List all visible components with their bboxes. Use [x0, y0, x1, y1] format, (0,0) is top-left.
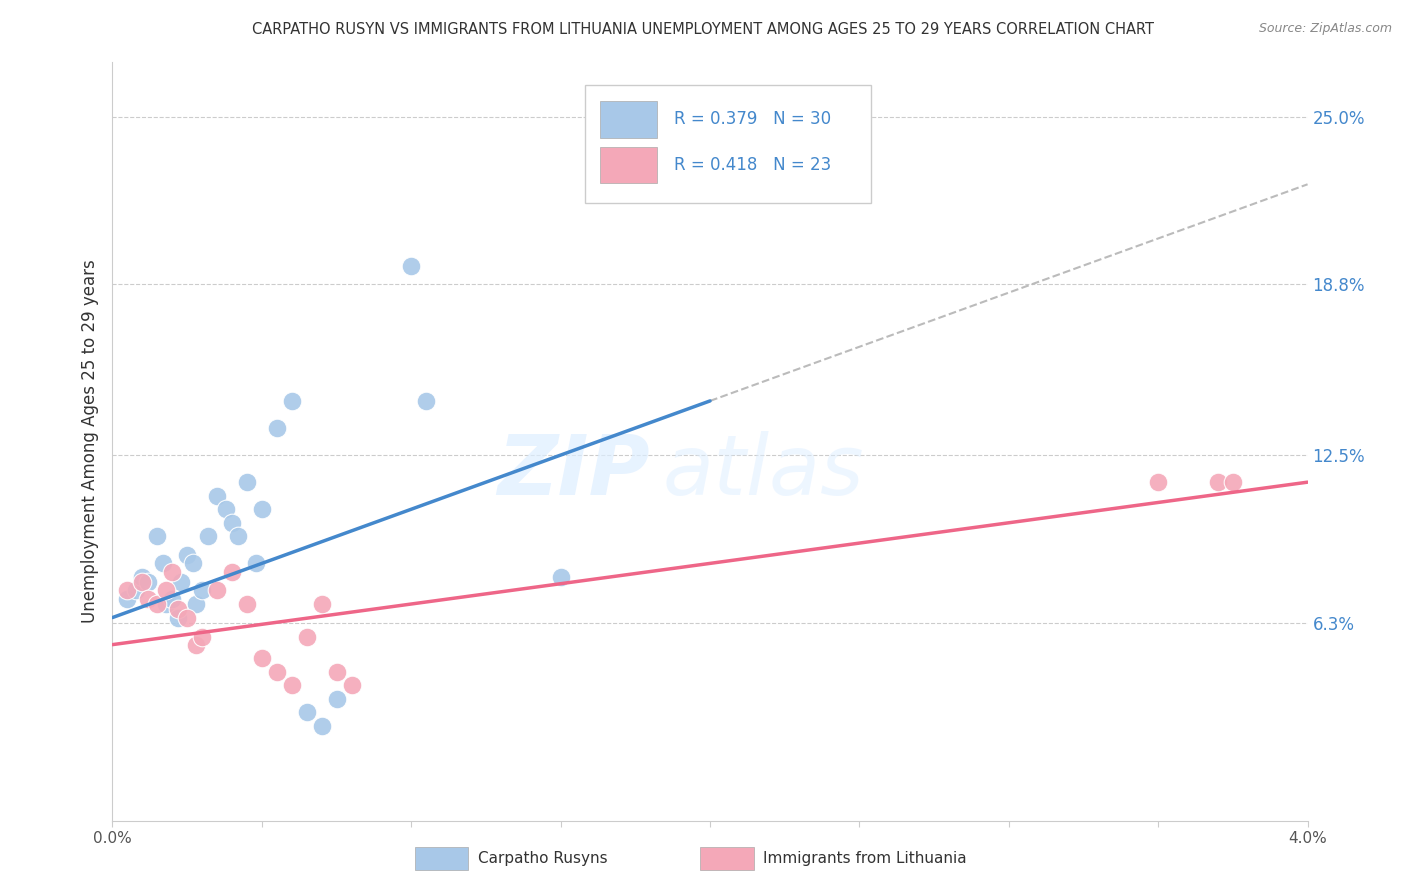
Point — [250, 651, 273, 665]
Point — [311, 597, 333, 611]
Point — [181, 557, 204, 571]
Point — [186, 638, 208, 652]
Point — [162, 591, 183, 606]
Point — [415, 393, 437, 408]
Point — [131, 570, 153, 584]
Text: Immigrants from Lithuania: Immigrants from Lithuania — [763, 851, 967, 865]
Point — [281, 678, 304, 692]
Point — [191, 583, 214, 598]
Point — [176, 610, 198, 624]
Point — [236, 597, 259, 611]
Point — [266, 665, 288, 679]
Point — [221, 565, 243, 579]
Text: R = 0.379   N = 30: R = 0.379 N = 30 — [675, 111, 831, 128]
Point — [295, 706, 318, 720]
Text: ZIP: ZIP — [498, 432, 651, 512]
Point — [236, 475, 259, 490]
Point — [325, 691, 347, 706]
Point — [401, 259, 423, 273]
Point — [325, 665, 347, 679]
Text: Source: ZipAtlas.com: Source: ZipAtlas.com — [1258, 22, 1392, 36]
Point — [186, 597, 208, 611]
Point — [138, 591, 160, 606]
Point — [295, 630, 318, 644]
Point — [550, 570, 572, 584]
Point — [170, 575, 193, 590]
Point — [146, 597, 169, 611]
Point — [117, 583, 139, 598]
Point — [215, 502, 238, 516]
Point — [176, 548, 198, 563]
Point — [245, 557, 267, 571]
Point — [226, 529, 249, 543]
Point — [197, 529, 219, 543]
Point — [167, 610, 190, 624]
Point — [281, 393, 304, 408]
Point — [221, 516, 243, 530]
Point — [117, 591, 139, 606]
Text: CARPATHO RUSYN VS IMMIGRANTS FROM LITHUANIA UNEMPLOYMENT AMONG AGES 25 TO 29 YEA: CARPATHO RUSYN VS IMMIGRANTS FROM LITHUA… — [252, 22, 1154, 37]
Point — [250, 502, 273, 516]
Point — [1147, 475, 1170, 490]
Point — [125, 583, 148, 598]
FancyBboxPatch shape — [600, 101, 658, 137]
Text: atlas: atlas — [662, 432, 863, 512]
Text: Carpatho Rusyns: Carpatho Rusyns — [478, 851, 607, 865]
Point — [155, 597, 177, 611]
Point — [340, 678, 363, 692]
Point — [1222, 475, 1244, 490]
Point — [131, 575, 153, 590]
Point — [1206, 475, 1229, 490]
FancyBboxPatch shape — [600, 146, 658, 183]
FancyBboxPatch shape — [585, 85, 872, 202]
Text: R = 0.418   N = 23: R = 0.418 N = 23 — [675, 156, 831, 174]
Point — [205, 583, 228, 598]
Point — [152, 557, 174, 571]
Point — [138, 575, 160, 590]
Point — [205, 489, 228, 503]
Point — [155, 583, 177, 598]
Point — [167, 602, 190, 616]
Point — [311, 719, 333, 733]
Y-axis label: Unemployment Among Ages 25 to 29 years: Unemployment Among Ages 25 to 29 years — [80, 260, 98, 624]
Point — [266, 421, 288, 435]
Point — [146, 529, 169, 543]
Point — [191, 630, 214, 644]
Point — [162, 565, 183, 579]
